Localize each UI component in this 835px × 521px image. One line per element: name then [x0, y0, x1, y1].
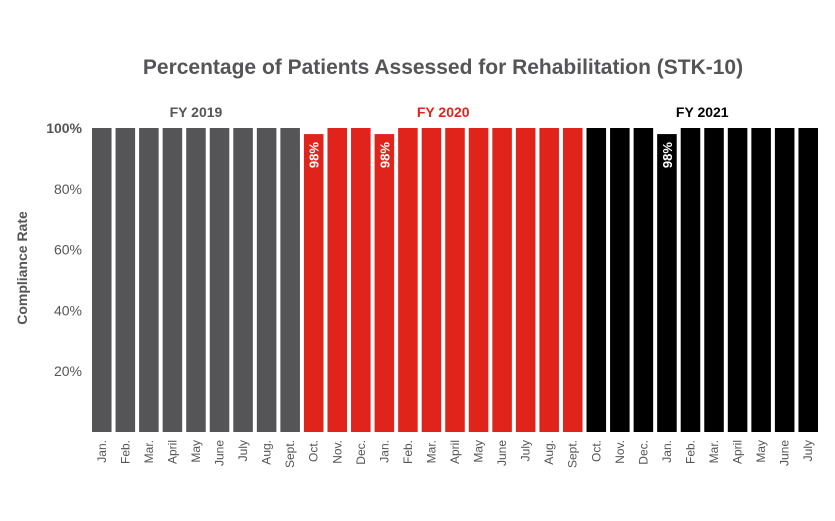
- x-tick-label: Feb.: [401, 440, 415, 464]
- bar: [751, 128, 771, 432]
- y-tick-label: 60%: [54, 242, 82, 258]
- bar: [233, 128, 253, 432]
- data-label: 98%: [660, 142, 675, 168]
- y-tick-label: 100%: [46, 120, 82, 136]
- bar: [562, 128, 583, 432]
- bar: [162, 128, 183, 432]
- x-tick-label: May: [472, 440, 486, 463]
- y-tick-label: 80%: [54, 181, 82, 197]
- bar: [586, 128, 607, 432]
- x-tick-label: Jan.: [377, 440, 391, 463]
- x-tick-label: Aug.: [260, 440, 274, 465]
- bar: [515, 128, 536, 432]
- x-tick-label: Aug.: [542, 440, 556, 465]
- bar: [92, 128, 112, 432]
- bar: [539, 128, 559, 432]
- bar: [327, 128, 348, 432]
- bar: [798, 128, 818, 432]
- x-tick-label: Mar.: [707, 440, 721, 463]
- bar: [774, 128, 795, 432]
- x-tick-label: July: [519, 440, 533, 461]
- x-tick-label: Sept.: [283, 440, 297, 468]
- bar: [398, 128, 418, 432]
- x-tick-label: Nov.: [613, 440, 627, 464]
- chart-title: Percentage of Patients Assessed for Reha…: [143, 56, 743, 79]
- x-tick-label: June: [495, 440, 509, 466]
- bar: [421, 128, 442, 432]
- x-tick-label: April: [165, 440, 179, 464]
- x-tick-label: May: [189, 440, 203, 463]
- bar: [115, 128, 136, 432]
- y-axis-label: Compliance Rate: [14, 211, 30, 325]
- x-tick-label: Nov.: [330, 440, 344, 464]
- bar: [280, 128, 300, 432]
- fiscal-year-label: FY 2020: [417, 104, 470, 120]
- x-tick-label: Oct.: [307, 440, 321, 462]
- bar: [610, 128, 630, 432]
- x-tick-label: July: [236, 440, 250, 461]
- x-tick-label: April: [448, 440, 462, 464]
- x-tick-label: Oct.: [589, 440, 603, 462]
- plot-area: 20% 40% 60% 80% 100% Jan. Feb. Mar. April May June…: [46, 104, 818, 468]
- x-tick-label: Sept.: [566, 440, 580, 468]
- bar: [704, 128, 724, 432]
- x-tick-label: Dec.: [636, 440, 650, 465]
- x-tick-label: Jan.: [660, 440, 674, 463]
- bar: [633, 128, 654, 432]
- x-tick-label: Mar.: [142, 440, 156, 463]
- bar: [256, 128, 277, 432]
- x-tick-label: April: [731, 440, 745, 464]
- bar: [303, 134, 324, 432]
- bar: [727, 128, 748, 432]
- x-tick-label: May: [754, 440, 768, 463]
- bar: [445, 128, 465, 432]
- data-label: 98%: [377, 142, 392, 168]
- x-tick-label: June: [213, 440, 227, 466]
- bar: [351, 128, 371, 432]
- bar: [139, 128, 159, 432]
- bar: [680, 128, 701, 432]
- bar: [186, 128, 206, 432]
- y-tick-label: 40%: [54, 302, 82, 318]
- x-tick-label: June: [778, 440, 792, 466]
- x-tick-label: July: [801, 440, 815, 461]
- bar: [374, 134, 395, 432]
- bar: [492, 128, 512, 432]
- bar: [209, 128, 230, 432]
- bar: [657, 134, 677, 432]
- x-tick-label: Mar.: [424, 440, 438, 463]
- fiscal-year-label: FY 2019: [170, 104, 223, 120]
- y-tick-label: 20%: [54, 363, 82, 379]
- x-tick-label: Feb.: [118, 440, 132, 464]
- x-tick-label: Feb.: [683, 440, 697, 464]
- bar: [468, 128, 489, 432]
- x-tick-label: Dec.: [354, 440, 368, 465]
- data-label: 98%: [307, 142, 322, 168]
- x-tick-label: Jan.: [95, 440, 109, 463]
- fiscal-year-label: FY 2021: [676, 104, 729, 120]
